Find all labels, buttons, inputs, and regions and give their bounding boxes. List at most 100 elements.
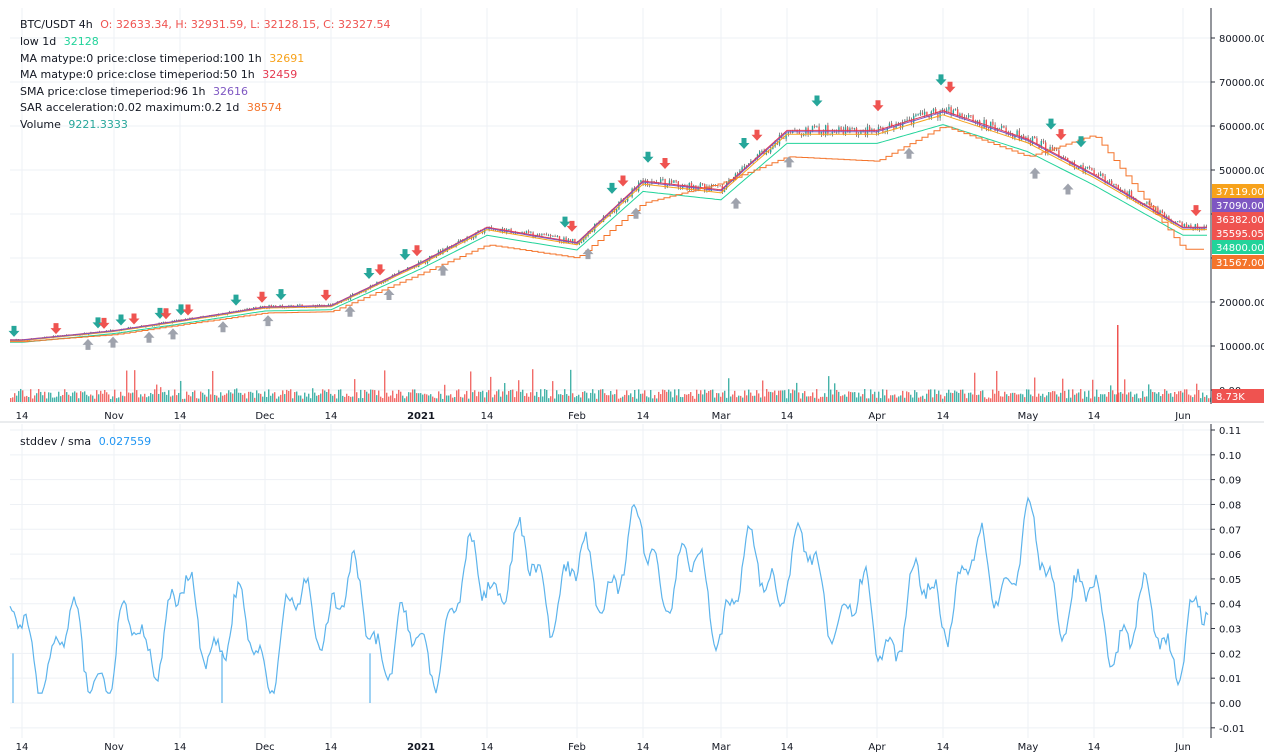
sell-arrow-icon [617,175,629,187]
candle-body [728,180,730,183]
volume-bar [376,395,378,402]
signal-arrow-icon [154,307,166,319]
candle-body [1058,150,1060,158]
time-tick-label: 14 [481,411,494,422]
candle-body [893,126,895,130]
candle-body [1141,204,1144,206]
candle-body [1102,173,1104,177]
volume-bar [888,398,890,402]
candle-body [459,239,462,241]
volume-bar [936,394,938,402]
volume-bar [582,391,584,402]
time-tick-label: 14 [16,411,29,422]
volume-bar [840,396,842,402]
volume-bar [656,398,658,402]
volume-bar [66,392,68,402]
volume-bar [478,391,480,402]
candle-body [616,209,618,212]
volume-bar [928,389,930,402]
volume-bar [952,393,954,402]
candle-body [677,181,679,188]
volume-bar [178,392,180,402]
volume-bar [854,392,856,402]
volume-bar [234,389,236,402]
buy-arrow-icon [437,264,449,276]
volume-bar [1078,392,1080,402]
volume-bar [534,395,536,402]
volume-bar [52,397,54,402]
candle-body [255,307,257,309]
volume-bar [238,392,240,402]
candle-body [1097,174,1100,177]
volume-bar [482,390,484,402]
volume-bar [914,390,916,402]
volume-bar [46,398,48,402]
signal-arrow-icon [1075,136,1087,148]
volume-bars [10,325,1212,402]
candle-body [952,110,954,116]
price-badge-label: 8.73K [1216,392,1245,403]
volume-bar [728,378,730,402]
candle-body [1080,165,1082,169]
volume-bar [418,393,420,402]
volume-bar [136,390,138,402]
volume-bar [754,395,756,402]
volume-bar [246,398,248,402]
volume-bar [1172,396,1174,402]
volume-bar [396,393,398,402]
indicator-tick-label: 0.03 [1219,625,1241,636]
legend-low-row: low 1d 32128 [20,35,99,48]
volume-bar [932,397,934,402]
candle-body [1146,202,1148,204]
legend-volume-label: Volume [20,118,61,131]
volume-bar [638,389,640,402]
volume-bar [1018,394,1020,402]
volume-bar [686,394,688,402]
volume-bar [1142,391,1144,402]
volume-bar [1128,392,1130,402]
volume-bar [34,395,36,402]
volume-bar [486,392,488,402]
legend-title-row: BTC/USDT 4h O: 32633.34, H: 32931.59, L:… [20,18,390,31]
candle-body [569,239,572,243]
volume-bar [1152,391,1154,402]
volume-bar [492,397,494,402]
volume-bar [38,389,40,402]
candle-body [697,187,699,191]
volume-bar [334,394,336,402]
volume-bar [884,395,886,402]
volume-bar [254,397,256,402]
candle-body [299,304,301,306]
volume-bar [964,393,966,402]
legend-sar-value: 38574 [246,101,282,114]
volume-bar [632,397,634,402]
sell-arrow-icon [98,317,110,329]
legend-sar-label: SAR acceleration:0.02 maximum:0.2 1d [20,101,240,114]
volume-bar [382,398,384,402]
time-tick-label: Dec [255,411,274,422]
volume-bar [1168,393,1170,402]
candle-body [965,117,968,118]
volume-bar [850,391,852,402]
volume-bar [392,390,394,402]
candle-body [1128,191,1130,198]
volume-bar [630,393,632,402]
volume-bar [366,391,368,402]
volume-bar [1060,392,1062,402]
candle-body [508,229,510,230]
volume-bar [222,395,224,402]
volume-bar [982,390,984,402]
volume-bar [394,398,396,402]
volume-bar [82,392,84,402]
legend-sar-row: SAR acceleration:0.02 maximum:0.2 1d 385… [20,101,282,114]
volume-bar [574,397,576,402]
candle-body [789,132,792,134]
volume-bar [616,389,618,402]
sell-arrow-icon [944,81,956,93]
volume-bar [438,391,440,402]
volume-bar [662,389,664,402]
volume-bar [464,394,466,402]
volume-bar [518,380,520,402]
volume-bar [1117,325,1119,402]
